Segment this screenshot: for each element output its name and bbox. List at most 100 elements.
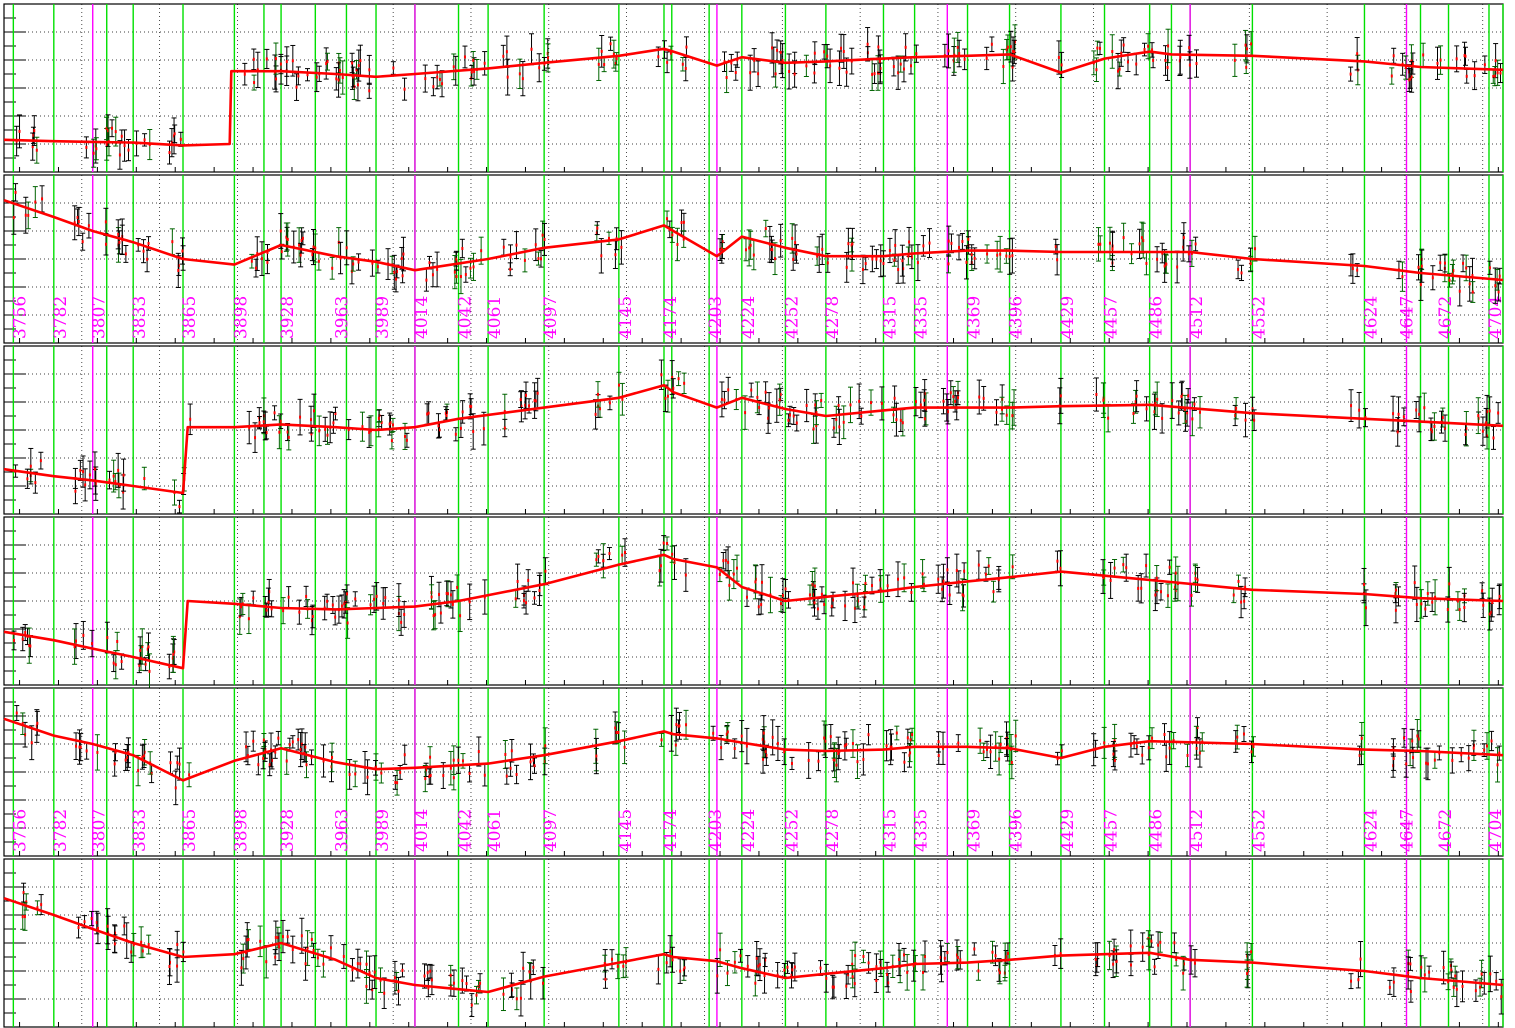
data-point [533,764,536,768]
data-point [823,602,826,606]
data-point [77,220,80,224]
data-point [345,246,348,250]
data-point [1463,54,1466,58]
data-point [533,596,536,600]
data-point [727,388,730,392]
data-point [117,232,120,236]
data-point [148,669,151,673]
data-point [1415,408,1418,412]
data-point [515,773,518,777]
data-point [473,69,476,73]
data-point [906,736,909,740]
run-label: 3833 [130,809,150,852]
data-point [1113,758,1116,762]
data-point [1253,418,1256,422]
data-point [91,642,94,646]
data-point [899,418,902,422]
panel-frame [3,687,1504,857]
data-point [666,541,669,545]
data-point [615,731,618,735]
data-point [1099,242,1102,246]
data-point [880,401,883,405]
data-point [597,62,600,66]
data-point [1395,588,1398,592]
data-point [895,418,898,422]
data-point [1183,407,1186,411]
data-point [833,758,836,762]
data-point [851,581,854,585]
data-point [973,256,976,260]
data-point [287,435,290,439]
data-point [721,239,724,243]
data-point [510,749,513,753]
data-point [524,393,527,397]
data-point [866,42,869,46]
data-point [306,73,309,77]
data-point [671,375,674,379]
data-point [821,247,824,251]
data-point [265,608,268,612]
data-point [745,595,748,599]
run-label: 4552 [1249,809,1269,852]
data-point [454,432,457,436]
data-point [262,420,265,424]
run-label: 4335 [912,296,932,339]
data-point [401,274,404,278]
data-point [1401,275,1404,279]
data-point [522,599,525,603]
data-point [823,736,826,740]
data-point [1098,46,1101,50]
data-point [621,397,624,401]
run-label: 4486 [1147,296,1167,339]
data-point [1420,264,1423,268]
data-point [718,572,721,576]
run-label: 3989 [373,809,393,852]
data-point [143,477,146,481]
data-point [764,227,767,231]
data-point [105,126,108,130]
data-point [1485,421,1488,425]
data-point [1245,47,1248,51]
run-label: 3756 [10,296,30,339]
data-point [368,430,371,434]
data-point [684,573,687,577]
data-point [657,55,660,59]
data-point [464,273,467,277]
data-point [1176,265,1179,269]
data-point [505,50,508,54]
data-point [771,735,774,739]
data-point [461,410,464,414]
data-point [659,564,662,568]
run-label: 4278 [823,809,843,852]
data-point [1486,410,1489,414]
data-point [992,590,995,594]
data-point [311,253,314,257]
data-point [76,216,79,220]
data-point [331,266,334,270]
data-point [752,253,755,257]
data-point [459,614,462,618]
run-label: 4429 [1058,296,1078,339]
data-point [506,75,509,79]
data-point [921,572,924,576]
data-point [1120,51,1123,55]
data-point [245,745,248,749]
data-point [1132,412,1135,416]
data-point [779,392,782,396]
data-point [425,278,428,282]
data-point [380,771,383,775]
data-point [1168,746,1171,750]
data-point [317,259,320,263]
data-point [781,593,784,597]
run-label: 3782 [51,296,71,339]
data-point [1095,393,1098,397]
data-point [1141,753,1144,757]
data-point [621,553,624,557]
fit-line [3,383,1504,495]
data-point [753,58,756,62]
data-point [529,760,532,764]
data-point [438,592,441,596]
data-point [298,243,301,247]
data-point [483,773,486,777]
data-point [967,237,970,241]
